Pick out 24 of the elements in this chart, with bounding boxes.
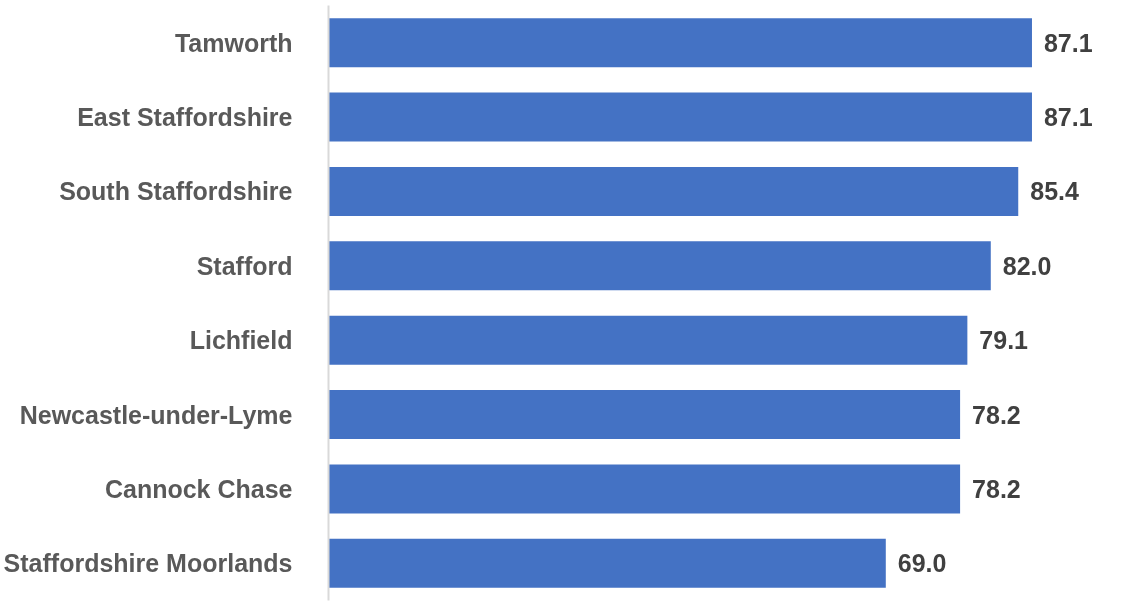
y-tick-label: Staffordshire Moorlands bbox=[3, 549, 293, 578]
data-label: 82.0 bbox=[1002, 251, 1052, 280]
bar bbox=[328, 390, 961, 440]
y-tick-label: Cannock Chase bbox=[104, 474, 293, 503]
data-label: 85.4 bbox=[1030, 177, 1079, 206]
data-label: 69.0 bbox=[897, 549, 947, 578]
data-label: 79.1 bbox=[979, 326, 1029, 355]
data-label: 87.1 bbox=[1043, 28, 1093, 57]
bar bbox=[328, 92, 1032, 142]
y-tick-label: Lichfield bbox=[189, 326, 293, 355]
bar bbox=[328, 315, 968, 365]
y-tick-label: Stafford bbox=[196, 251, 293, 280]
data-label: 87.1 bbox=[1043, 103, 1093, 132]
data-label: 78.2 bbox=[972, 400, 1021, 429]
y-tick-label: South Staffordshire bbox=[59, 177, 293, 206]
bar bbox=[328, 464, 961, 514]
bar bbox=[328, 166, 1019, 216]
data-label: 78.2 bbox=[972, 474, 1021, 503]
bar bbox=[328, 538, 886, 588]
y-tick-label: East Staffordshire bbox=[77, 103, 293, 132]
bar bbox=[328, 18, 1032, 68]
bar bbox=[328, 241, 991, 291]
y-tick-label: Newcastle-under-Lyme bbox=[19, 400, 293, 429]
y-tick-label: Tamworth bbox=[174, 28, 293, 57]
